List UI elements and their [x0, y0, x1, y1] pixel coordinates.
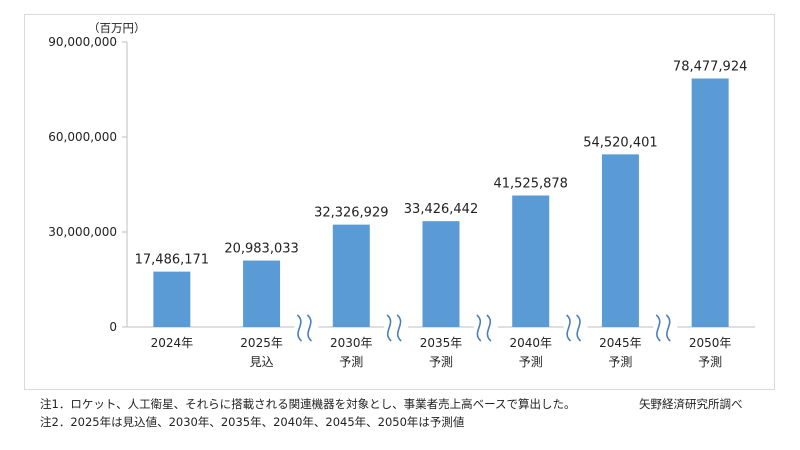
axis-break-squiggle — [665, 314, 671, 342]
axis-break-squiggle — [476, 314, 482, 342]
x-tick-label: 2040年 — [509, 336, 552, 350]
y-tick-label: 30,000,000 — [48, 225, 117, 239]
x-sublabel: 予測 — [429, 355, 453, 369]
axis-break-squiggle — [575, 314, 582, 342]
bar — [512, 195, 550, 327]
bar — [332, 224, 370, 327]
bars — [153, 78, 729, 327]
data-label: 54,520,401 — [583, 135, 657, 150]
data-label: 17,486,171 — [135, 253, 209, 268]
x-tick-label: 2030年 — [330, 336, 373, 350]
axis-break-squiggle — [486, 314, 492, 342]
x-sublabel: 見込 — [250, 355, 274, 369]
x-tick-label: 2045年 — [599, 336, 642, 350]
source-credit: 矢野経済研究所調べ — [639, 397, 743, 411]
data-label: 33,426,442 — [404, 202, 478, 217]
x-tick-label: 2025年 — [240, 336, 283, 350]
axis-breaks — [294, 314, 678, 342]
x-sublabel: 予測 — [339, 355, 363, 369]
x-sublabel: 予測 — [698, 355, 722, 369]
value-labels: 17,486,171 20,983,033 32,326,929 33,426,442… — [135, 59, 748, 267]
chart-frame — [24, 14, 775, 390]
axis-break-squiggle — [386, 314, 392, 342]
y-tick-label: 90,000,000 — [48, 35, 117, 49]
bar — [153, 271, 191, 327]
unit-label: （百万円） — [88, 21, 146, 35]
data-label: 20,983,033 — [224, 242, 298, 257]
bar — [243, 260, 281, 327]
bar — [601, 154, 639, 327]
y-ticks: 0 30,000,000 60,000,000 90,000,000 — [48, 35, 127, 334]
axis-break-squiggle — [565, 314, 572, 342]
bar — [691, 78, 729, 327]
axis-break-squiggle — [296, 314, 303, 342]
x-tick-label: 2024年 — [151, 336, 194, 350]
axis-break-squiggle — [306, 314, 313, 342]
axis-break-squiggle — [655, 314, 661, 342]
x-tick-label: 2050年 — [689, 336, 732, 350]
x-tick-label: 2035年 — [420, 336, 463, 350]
y-tick-label: 60,000,000 — [48, 130, 117, 144]
footnote-1: 注1．ロケット、人工衛星、それらに搭載される関連機器を対象とし、事業者売上高ベー… — [40, 397, 576, 411]
footnote-2: 注2．2025年は見込値、2030年、2035年、2040年、2045年、205… — [40, 415, 465, 429]
bar — [422, 221, 460, 327]
data-label: 41,525,878 — [493, 177, 567, 192]
x-sublabel: 予測 — [519, 355, 543, 369]
x-sublabel: 予測 — [608, 355, 632, 369]
y-tick-label: 0 — [109, 320, 117, 334]
axis-break-squiggle — [396, 314, 402, 342]
data-label: 32,326,929 — [314, 206, 388, 221]
data-label: 78,477,924 — [673, 59, 747, 74]
